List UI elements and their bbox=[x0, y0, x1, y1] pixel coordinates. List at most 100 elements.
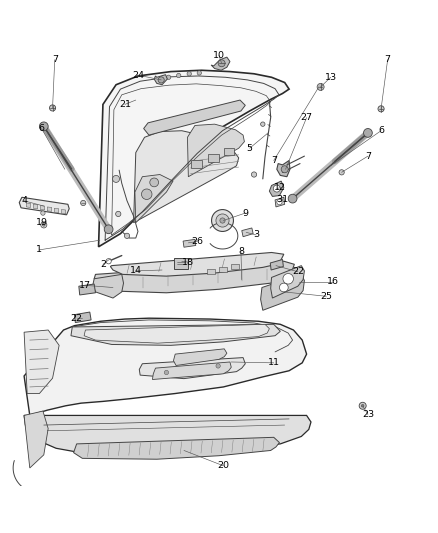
Text: 18: 18 bbox=[182, 257, 194, 266]
Circle shape bbox=[41, 222, 47, 228]
Polygon shape bbox=[24, 330, 59, 393]
Polygon shape bbox=[26, 203, 31, 207]
Text: 31: 31 bbox=[276, 196, 289, 205]
Circle shape bbox=[283, 273, 293, 284]
Circle shape bbox=[104, 225, 113, 233]
Bar bbox=[207, 269, 215, 274]
Text: 27: 27 bbox=[300, 113, 313, 122]
Bar bbox=[219, 266, 227, 272]
Polygon shape bbox=[275, 197, 285, 207]
Polygon shape bbox=[134, 131, 239, 223]
Bar bbox=[208, 154, 219, 162]
Circle shape bbox=[261, 122, 265, 126]
Polygon shape bbox=[154, 75, 167, 85]
Circle shape bbox=[39, 122, 48, 131]
Text: 4: 4 bbox=[21, 196, 27, 205]
Bar bbox=[174, 258, 188, 269]
Circle shape bbox=[364, 128, 372, 138]
Circle shape bbox=[177, 74, 181, 78]
Text: 6: 6 bbox=[378, 126, 384, 135]
Circle shape bbox=[141, 189, 152, 199]
Polygon shape bbox=[139, 358, 245, 378]
Circle shape bbox=[81, 200, 86, 206]
Circle shape bbox=[216, 214, 229, 227]
Polygon shape bbox=[152, 362, 231, 379]
Text: 3: 3 bbox=[253, 230, 259, 239]
Polygon shape bbox=[24, 415, 311, 454]
Circle shape bbox=[166, 75, 171, 79]
Polygon shape bbox=[261, 274, 304, 310]
Circle shape bbox=[317, 84, 324, 91]
Text: 13: 13 bbox=[325, 73, 337, 82]
Circle shape bbox=[339, 169, 344, 175]
Polygon shape bbox=[94, 261, 294, 293]
Circle shape bbox=[42, 223, 45, 226]
Text: 7: 7 bbox=[271, 156, 277, 165]
Circle shape bbox=[212, 209, 233, 231]
Polygon shape bbox=[61, 209, 66, 214]
Text: 8: 8 bbox=[238, 247, 244, 256]
Polygon shape bbox=[79, 284, 95, 295]
Circle shape bbox=[41, 211, 45, 215]
Text: 1: 1 bbox=[36, 245, 42, 254]
Text: 23: 23 bbox=[362, 410, 374, 419]
Text: 21: 21 bbox=[119, 100, 131, 109]
Text: 26: 26 bbox=[191, 237, 203, 246]
Text: 22: 22 bbox=[71, 314, 83, 322]
Circle shape bbox=[273, 185, 280, 192]
Text: 25: 25 bbox=[320, 292, 332, 301]
Polygon shape bbox=[19, 197, 69, 215]
Circle shape bbox=[158, 77, 164, 83]
Circle shape bbox=[106, 259, 111, 264]
Polygon shape bbox=[93, 274, 124, 298]
Circle shape bbox=[116, 211, 121, 216]
Polygon shape bbox=[40, 206, 45, 210]
Text: 11: 11 bbox=[268, 358, 280, 367]
Polygon shape bbox=[47, 207, 52, 211]
Text: 5: 5 bbox=[247, 144, 253, 153]
Circle shape bbox=[359, 402, 366, 409]
Bar bbox=[191, 160, 202, 168]
Polygon shape bbox=[144, 100, 245, 135]
Polygon shape bbox=[110, 253, 284, 276]
Polygon shape bbox=[269, 181, 284, 197]
Circle shape bbox=[361, 405, 364, 407]
Text: 20: 20 bbox=[217, 461, 230, 470]
Text: 7: 7 bbox=[52, 55, 58, 64]
Polygon shape bbox=[74, 437, 279, 459]
Text: 7: 7 bbox=[385, 55, 391, 64]
Polygon shape bbox=[271, 265, 304, 298]
Text: 6: 6 bbox=[39, 124, 45, 133]
Text: 16: 16 bbox=[327, 277, 339, 286]
Polygon shape bbox=[242, 228, 253, 237]
Circle shape bbox=[251, 172, 257, 177]
Circle shape bbox=[288, 194, 297, 203]
Bar bbox=[231, 264, 239, 269]
Circle shape bbox=[279, 283, 288, 292]
Circle shape bbox=[216, 364, 220, 368]
Text: 2: 2 bbox=[100, 260, 106, 269]
Polygon shape bbox=[54, 208, 59, 213]
Polygon shape bbox=[187, 124, 244, 177]
Polygon shape bbox=[99, 70, 289, 247]
Text: 17: 17 bbox=[79, 281, 92, 290]
Polygon shape bbox=[173, 349, 227, 366]
Circle shape bbox=[49, 105, 56, 111]
Polygon shape bbox=[24, 318, 307, 415]
Polygon shape bbox=[71, 324, 280, 345]
Polygon shape bbox=[183, 239, 196, 247]
Circle shape bbox=[164, 370, 169, 375]
Polygon shape bbox=[135, 174, 173, 223]
Text: 24: 24 bbox=[132, 70, 144, 79]
Circle shape bbox=[218, 60, 225, 67]
Text: 9: 9 bbox=[242, 208, 248, 217]
Circle shape bbox=[197, 71, 201, 75]
Polygon shape bbox=[74, 312, 91, 322]
Polygon shape bbox=[270, 260, 283, 270]
Text: 10: 10 bbox=[213, 51, 225, 60]
Text: 19: 19 bbox=[35, 218, 48, 227]
Polygon shape bbox=[84, 324, 269, 343]
Circle shape bbox=[277, 199, 282, 205]
Circle shape bbox=[187, 71, 191, 76]
Text: 7: 7 bbox=[365, 151, 371, 160]
